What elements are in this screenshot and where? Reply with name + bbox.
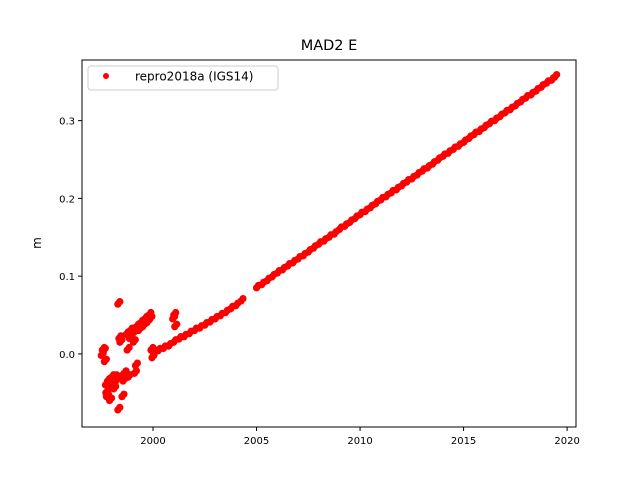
data-point (102, 355, 110, 363)
data-point (148, 312, 156, 321)
data-points (97, 71, 561, 414)
legend: repro2018a (IGS14) (87, 65, 279, 91)
data-point (172, 308, 180, 317)
data-point (116, 298, 124, 306)
chart-title: MAD2 E (301, 38, 358, 54)
y-axis-label: m (30, 237, 44, 249)
legend-box (87, 65, 279, 91)
x-tick-label: 2015 (451, 436, 476, 447)
x-tick-label: 2010 (347, 436, 372, 447)
legend-label: repro2018a (IGS14) (135, 70, 253, 84)
data-point (125, 343, 133, 352)
data-point (239, 294, 247, 303)
y-tick-label: 0.1 (59, 272, 75, 283)
data-point (133, 359, 142, 367)
data-point (112, 382, 120, 391)
y-axis: 0.0 0.1 0.2 0.3 (59, 117, 82, 361)
data-point (116, 403, 124, 411)
x-tick-label: 2005 (244, 436, 269, 447)
legend-marker (103, 73, 109, 79)
x-tick-label: 2020 (554, 436, 579, 447)
data-point (107, 394, 116, 402)
y-tick-label: 0.2 (59, 194, 75, 205)
y-tick-label: 0.3 (59, 117, 75, 128)
data-point (553, 71, 561, 79)
plot-frame (81, 59, 577, 428)
x-axis: 2000 2005 2010 2015 2020 (140, 427, 580, 447)
data-point (101, 344, 109, 352)
y-tick-label: 0.0 (59, 350, 75, 361)
data-point (173, 320, 181, 328)
data-point (118, 336, 126, 344)
data-point (120, 390, 128, 398)
data-point (131, 336, 139, 344)
x-tick-label: 2000 (140, 436, 165, 447)
